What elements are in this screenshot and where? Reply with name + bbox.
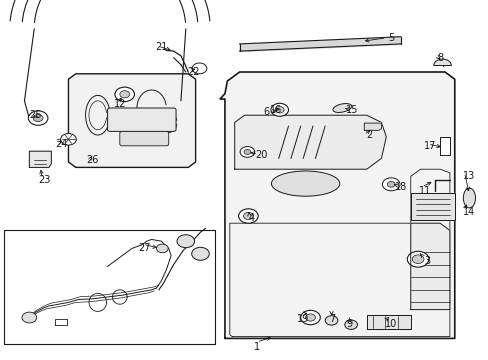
FancyBboxPatch shape: [120, 131, 168, 146]
Circle shape: [344, 320, 357, 329]
Circle shape: [240, 147, 254, 157]
Text: 3: 3: [424, 256, 430, 266]
Polygon shape: [410, 223, 449, 310]
Text: 20: 20: [255, 150, 267, 160]
Circle shape: [33, 114, 43, 122]
Circle shape: [61, 134, 76, 145]
Text: 21: 21: [155, 42, 167, 52]
Polygon shape: [220, 72, 454, 338]
Polygon shape: [234, 115, 386, 169]
Circle shape: [407, 251, 428, 267]
Circle shape: [411, 255, 423, 264]
Circle shape: [115, 87, 134, 102]
Circle shape: [238, 209, 258, 223]
Text: 17: 17: [423, 141, 436, 151]
Circle shape: [382, 178, 399, 191]
Circle shape: [386, 181, 394, 187]
Polygon shape: [439, 137, 449, 155]
Polygon shape: [364, 123, 381, 130]
Text: 15: 15: [345, 105, 358, 115]
Polygon shape: [410, 193, 454, 220]
Text: 16: 16: [269, 105, 282, 115]
Text: 19: 19: [296, 314, 309, 324]
Text: 1: 1: [253, 342, 259, 352]
Ellipse shape: [332, 104, 351, 112]
Text: 14: 14: [462, 207, 475, 217]
Text: 2: 2: [366, 130, 371, 140]
Circle shape: [270, 103, 288, 116]
Circle shape: [28, 111, 48, 125]
Polygon shape: [366, 315, 410, 329]
Circle shape: [244, 149, 250, 154]
FancyBboxPatch shape: [107, 108, 176, 131]
Circle shape: [22, 312, 37, 323]
Text: 26: 26: [86, 155, 99, 165]
Polygon shape: [68, 74, 195, 167]
Text: 7: 7: [329, 314, 335, 324]
Text: 8: 8: [436, 53, 442, 63]
Polygon shape: [55, 319, 67, 325]
Text: 24: 24: [55, 139, 67, 149]
Circle shape: [243, 212, 253, 220]
Circle shape: [325, 316, 337, 325]
Text: 9: 9: [346, 319, 352, 329]
Circle shape: [300, 310, 320, 325]
Ellipse shape: [271, 171, 339, 196]
Circle shape: [275, 107, 284, 113]
Text: 25: 25: [29, 110, 42, 120]
Text: 23: 23: [38, 175, 50, 185]
Circle shape: [191, 247, 209, 260]
Text: 11: 11: [418, 186, 431, 196]
Circle shape: [120, 91, 129, 98]
Text: 6: 6: [263, 107, 269, 117]
Text: 13: 13: [462, 171, 475, 181]
Text: 27: 27: [138, 243, 150, 253]
Text: 4: 4: [248, 213, 254, 223]
Circle shape: [177, 235, 194, 248]
Ellipse shape: [462, 188, 475, 208]
Text: 18: 18: [394, 182, 407, 192]
Polygon shape: [29, 151, 51, 167]
Text: 5: 5: [387, 33, 393, 43]
Circle shape: [440, 148, 448, 154]
Circle shape: [305, 314, 315, 321]
Text: 12: 12: [113, 99, 126, 109]
Text: 22: 22: [186, 67, 199, 77]
Circle shape: [156, 244, 168, 253]
Wedge shape: [433, 59, 450, 66]
Circle shape: [192, 63, 206, 74]
Text: 10: 10: [384, 319, 397, 329]
